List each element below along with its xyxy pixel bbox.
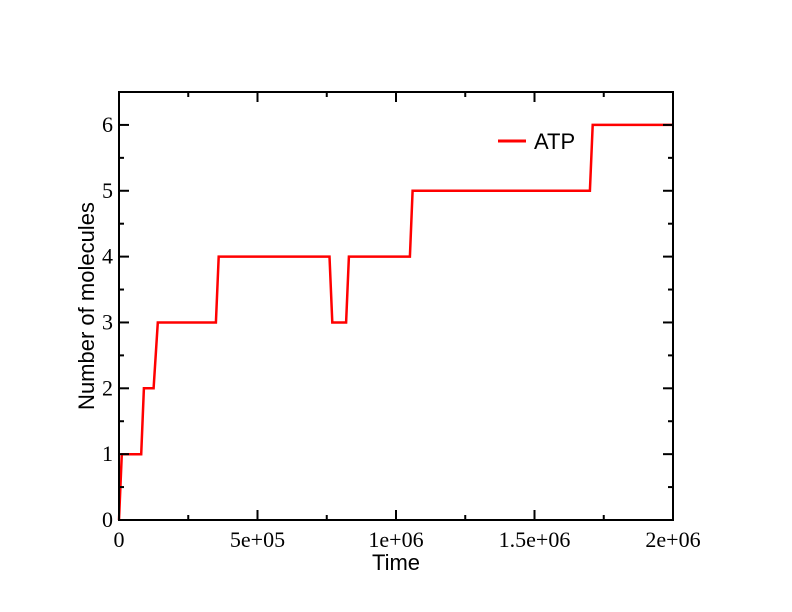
y-tick-label: 6	[102, 112, 113, 137]
x-axis-title: Time	[372, 550, 420, 575]
y-axis-title: Number of molecules	[74, 202, 99, 410]
x-tick-label: 1.5e+06	[499, 527, 571, 552]
series-line-atp	[117, 123, 673, 521]
x-tick-label: 0	[114, 527, 125, 552]
x-tick-label: 1e+06	[368, 527, 423, 552]
legend-label-atp: ATP	[534, 129, 575, 154]
ticks-layer	[118, 92, 674, 521]
y-tick-label: 0	[102, 507, 113, 532]
series-layer	[117, 123, 673, 521]
y-tick-label: 1	[102, 441, 113, 466]
plot-area	[117, 91, 674, 521]
x-tick-label: 2e+06	[645, 527, 700, 552]
y-tick-label: 2	[102, 375, 113, 400]
y-tick-label: 5	[102, 178, 113, 203]
y-tick-label: 3	[102, 309, 113, 334]
y-tick-label: 4	[102, 244, 113, 269]
labels-layer: 0 5e+05 1e+06 1.5e+06 2e+06 0 1 2 3 4 5 6	[102, 112, 701, 552]
legend: ATP	[498, 129, 575, 154]
x-tick-label: 5e+05	[230, 527, 285, 552]
